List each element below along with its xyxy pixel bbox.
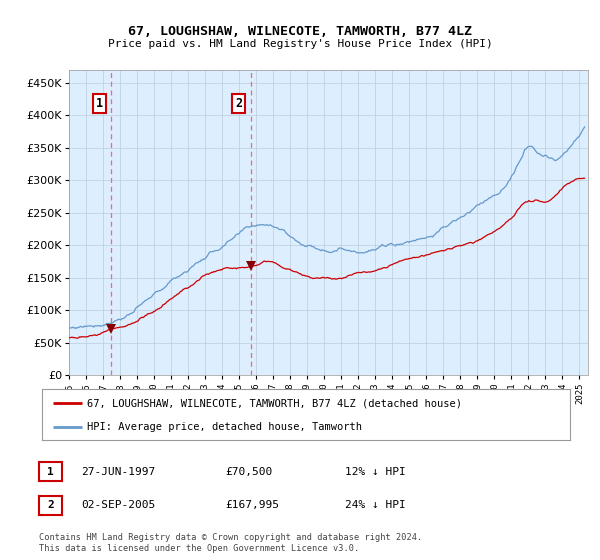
Text: 2: 2: [47, 500, 54, 510]
Text: Price paid vs. HM Land Registry's House Price Index (HPI): Price paid vs. HM Land Registry's House …: [107, 39, 493, 49]
Text: 67, LOUGHSHAW, WILNECOTE, TAMWORTH, B77 4LZ: 67, LOUGHSHAW, WILNECOTE, TAMWORTH, B77 …: [128, 25, 472, 38]
Text: 2: 2: [235, 97, 242, 110]
Text: HPI: Average price, detached house, Tamworth: HPI: Average price, detached house, Tamw…: [87, 422, 362, 432]
Text: Contains HM Land Registry data © Crown copyright and database right 2024.
This d: Contains HM Land Registry data © Crown c…: [39, 533, 422, 553]
Text: £167,995: £167,995: [225, 500, 279, 510]
Text: £70,500: £70,500: [225, 466, 272, 477]
Text: 67, LOUGHSHAW, WILNECOTE, TAMWORTH, B77 4LZ (detached house): 67, LOUGHSHAW, WILNECOTE, TAMWORTH, B77 …: [87, 398, 462, 408]
Text: 24% ↓ HPI: 24% ↓ HPI: [345, 500, 406, 510]
Text: 1: 1: [96, 97, 103, 110]
Text: 12% ↓ HPI: 12% ↓ HPI: [345, 466, 406, 477]
Text: 27-JUN-1997: 27-JUN-1997: [81, 466, 155, 477]
Text: 02-SEP-2005: 02-SEP-2005: [81, 500, 155, 510]
Text: 1: 1: [47, 466, 54, 477]
